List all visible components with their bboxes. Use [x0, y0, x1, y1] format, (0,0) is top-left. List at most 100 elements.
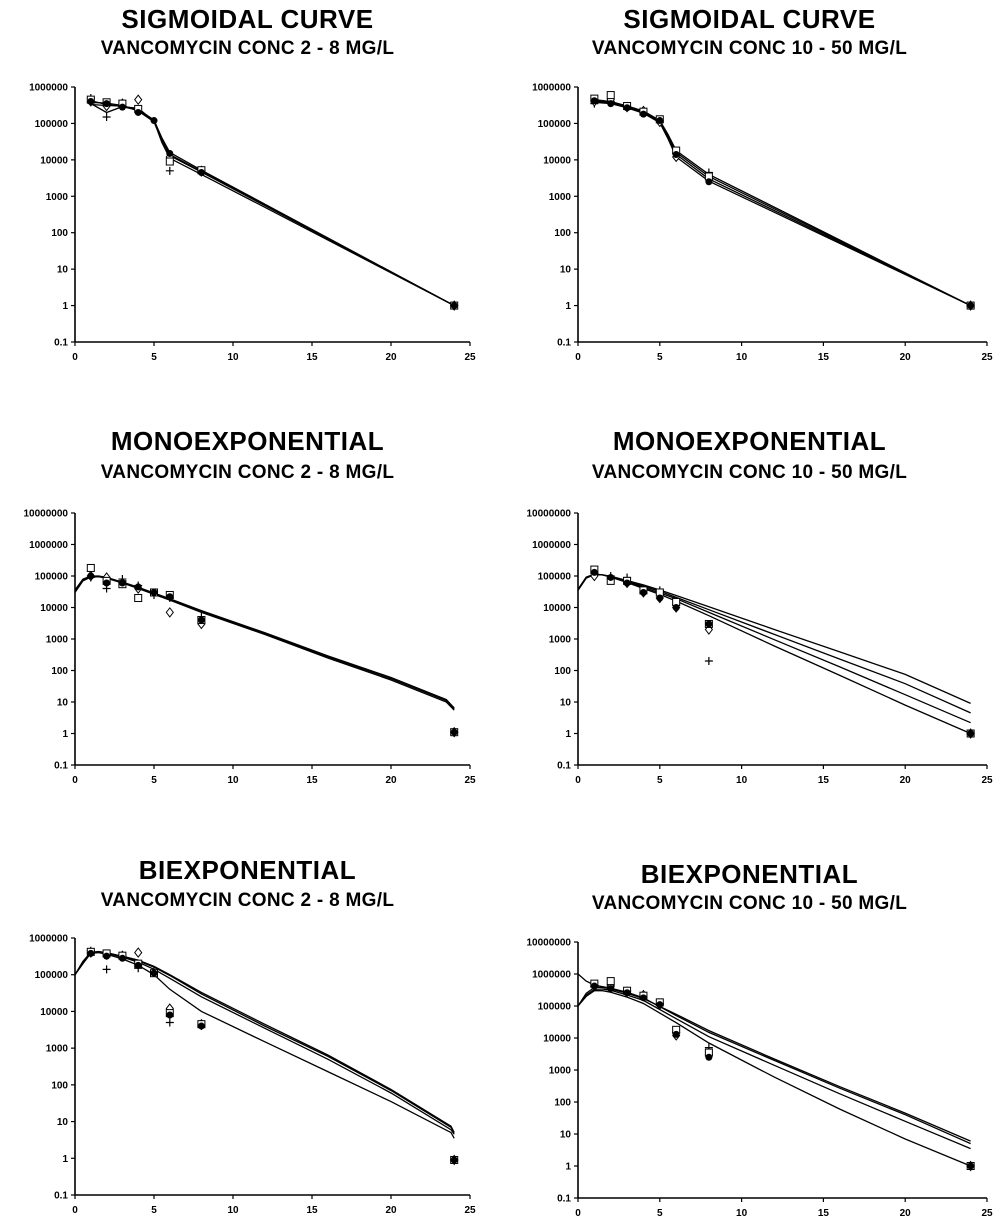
data-point-filled — [150, 588, 158, 596]
series-line — [74, 575, 455, 710]
data-point-plus — [165, 1018, 174, 1027]
x-tick-label: 5 — [151, 775, 157, 786]
data-point-plus — [102, 113, 111, 122]
data-point-filled — [639, 588, 647, 596]
y-tick-label: 0.1 — [54, 338, 68, 349]
panel-biexponential-2-8: BIEXPONENTIAL VANCOMYCIN CONC 2 - 8 MG/L… — [0, 845, 495, 1222]
y-tick-label: 1 — [62, 729, 68, 740]
y-tick-label: 1000 — [46, 1044, 69, 1055]
x-tick-label: 20 — [900, 352, 912, 363]
series-line — [74, 951, 455, 1139]
data-point-square — [86, 563, 95, 572]
series-line — [594, 101, 971, 307]
y-tick-label: 1 — [62, 1154, 68, 1165]
y-tick-label: 10000 — [543, 155, 571, 166]
y-tick-label: 10000000 — [527, 938, 572, 949]
x-tick-label: 25 — [464, 352, 476, 363]
x-tick-label: 15 — [818, 775, 830, 786]
data-point-diamond — [134, 947, 143, 958]
data-point-filled — [639, 994, 647, 1002]
data-point-filled — [166, 149, 174, 157]
chart-subtitle: VANCOMYCIN CONC 10 - 50 MG/L — [591, 38, 908, 59]
x-tick-label: 5 — [657, 352, 663, 363]
x-tick-label: 5 — [151, 352, 157, 363]
data-point-filled — [134, 108, 142, 116]
data-point-filled — [656, 117, 664, 125]
data-point-filled — [87, 949, 95, 957]
y-tick-label: 10 — [560, 698, 572, 709]
data-point-filled — [967, 730, 975, 737]
x-tick-label: 25 — [464, 1205, 476, 1216]
panel-monoexponential-10-50: MONOEXPONENTIAL VANCOMYCIN CONC 10 - 50 … — [497, 420, 1002, 800]
x-tick-label: 15 — [306, 775, 318, 786]
panel-sigmoidal-2-8: SIGMOIDAL CURVE VANCOMYCIN CONC 2 - 8 MG… — [0, 0, 495, 380]
x-tick-label: 15 — [818, 1208, 830, 1219]
data-point-filled — [590, 568, 598, 576]
y-tick-label: 1000 — [46, 192, 69, 203]
y-tick-label: 1000 — [549, 192, 572, 203]
data-point-filled — [450, 1156, 458, 1164]
x-tick-label: 0 — [72, 352, 78, 363]
x-tick-label: 0 — [72, 775, 78, 786]
data-point-filled — [150, 117, 158, 125]
y-tick-label: 100 — [554, 666, 571, 677]
chart-biexponential-10-50: 10000000 1000000 100000 10000 1000 100 10 1 0.1 0… — [527, 938, 993, 1220]
chart-title: MONOEXPONENTIAL — [612, 426, 887, 456]
y-tick-label: 1000000 — [29, 540, 68, 551]
data-point-filled — [134, 583, 142, 591]
y-tick-label: 1000000 — [532, 83, 571, 94]
data-point-filled — [197, 168, 205, 176]
series-line — [90, 100, 455, 307]
y-tick-label: 0.1 — [557, 761, 571, 772]
data-point-filled — [607, 100, 615, 108]
chart-title: SIGMOIDAL CURVE — [623, 4, 876, 34]
y-tick-label: 10000 — [40, 155, 68, 166]
data-point-filled — [607, 573, 615, 581]
data-point-square — [606, 977, 615, 986]
y-tick-label: 1 — [565, 729, 571, 740]
data-point-filled — [87, 97, 95, 105]
y-tick-label: 1 — [62, 301, 68, 312]
x-tick-label: 15 — [306, 352, 318, 363]
data-point-filled — [118, 579, 126, 587]
series-line — [74, 951, 455, 1135]
y-tick-label: 100000 — [538, 119, 572, 130]
data-point-filled — [705, 178, 713, 186]
x-tick-label: 15 — [306, 1205, 318, 1216]
x-tick-label: 5 — [657, 1208, 663, 1219]
chart-subtitle: VANCOMYCIN CONC 10 - 50 MG/L — [591, 893, 908, 914]
chart-title: BIEXPONENTIAL — [138, 855, 357, 885]
data-point-plus — [165, 166, 174, 175]
data-point-diamond — [134, 94, 143, 105]
data-point-filled — [607, 985, 615, 993]
x-tick-label: 10 — [227, 775, 239, 786]
y-tick-label: 1000 — [549, 635, 572, 646]
data-point-square — [165, 157, 174, 166]
series-line — [577, 573, 971, 714]
panel-sigmoidal-10-50: SIGMOIDAL CURVE VANCOMYCIN CONC 10 - 50 … — [497, 0, 1002, 380]
data-point-filled — [134, 961, 142, 969]
y-tick-label: 10 — [560, 1130, 572, 1141]
series-line — [90, 103, 455, 307]
series-line — [577, 573, 971, 724]
chart-monoexponential-10-50: 10000000 1000000 100000 10000 1000 100 10 1 0.1 0… — [527, 509, 993, 787]
data-point-filled — [590, 97, 598, 105]
data-point-filled — [967, 1162, 975, 1170]
data-point-filled — [87, 572, 95, 580]
y-tick-label: 0.1 — [54, 1191, 68, 1202]
y-tick-label: 100 — [51, 666, 68, 677]
y-tick-label: 100000 — [35, 119, 69, 130]
chart-sigmoidal-2-8: 1000000 100000 10000 1000 100 10 1 0.1 0 5 10 15 20 2… — [29, 83, 476, 364]
y-tick-label: 100000 — [35, 970, 69, 981]
series-line — [577, 573, 971, 735]
chart-monoexponential-2-8: 10000000 1000000 100000 10000 1000 100 10 1 0.1 0… — [24, 509, 476, 787]
x-tick-label: 20 — [385, 1205, 397, 1216]
y-tick-label: 10000 — [543, 1034, 571, 1045]
y-tick-label: 1000 — [549, 1066, 572, 1077]
chart-biexponential-2-8: 1000000 100000 10000 1000 100 10 1 0.1 0 5 10 15 20 2… — [29, 934, 476, 1217]
data-point-square — [606, 91, 615, 100]
y-tick-label: 100000 — [538, 572, 572, 583]
x-tick-label: 10 — [736, 1208, 748, 1219]
x-tick-label: 20 — [385, 775, 397, 786]
data-point-filled — [705, 1053, 713, 1061]
